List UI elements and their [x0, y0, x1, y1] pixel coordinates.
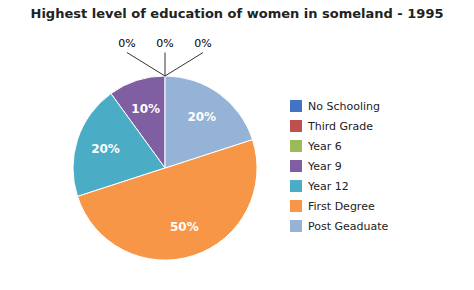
pie [73, 76, 257, 260]
legend-swatch [290, 180, 302, 192]
data-label: 10% [131, 102, 160, 116]
title: Highest level of education of women in s… [31, 6, 444, 21]
legend-item: Third Grade [290, 120, 373, 133]
legend-swatch [290, 120, 302, 132]
legend-swatch [290, 220, 302, 232]
legend-swatch [290, 100, 302, 112]
connector [165, 53, 166, 76]
legend-label: Post Geaduate [308, 220, 389, 233]
legend-item: Year 6 [290, 140, 342, 153]
legend-label: No Schooling [308, 100, 380, 113]
connector [165, 53, 203, 76]
data-label: 50% [170, 220, 199, 234]
legend-swatch [290, 160, 302, 172]
legend-item: Post Geaduate [290, 220, 389, 233]
legend-label: Year 6 [307, 140, 342, 153]
legend-item: No Schooling [290, 100, 380, 113]
chart: Highest level of education of women in s… [0, 0, 474, 290]
legend-swatch [290, 200, 302, 212]
slice [165, 76, 252, 168]
data-label: 0% [194, 37, 211, 50]
legend-label: Third Grade [307, 120, 373, 133]
legend-swatch [290, 140, 302, 152]
legend: No Schooling Third Grade Year 6 Year 9 Year … [290, 100, 389, 233]
data-labels: 10% 20% 50% 20% 0% 0% 0% [91, 37, 216, 235]
legend-item: First Degree [290, 200, 375, 213]
legend-label: Year 9 [307, 160, 342, 173]
data-label: 0% [118, 37, 135, 50]
data-label: 20% [91, 142, 120, 156]
legend-label: Year 12 [307, 180, 349, 193]
data-label: 20% [187, 110, 216, 124]
legend-item: Year 12 [290, 180, 349, 193]
legend-item: Year 9 [290, 160, 342, 173]
legend-label: First Degree [308, 200, 375, 213]
data-label: 0% [156, 37, 173, 50]
connector [127, 53, 165, 76]
